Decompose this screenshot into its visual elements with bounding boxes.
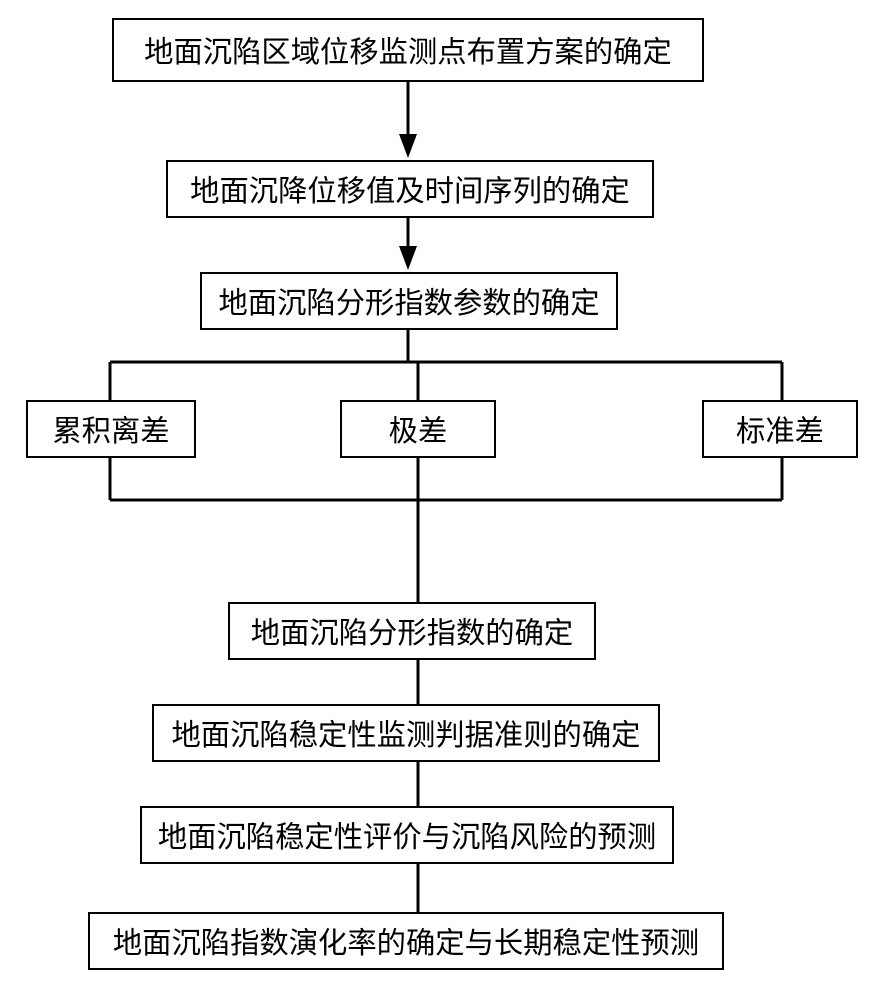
flow-node-4: 累积离差 — [26, 400, 196, 458]
flow-node-6: 标准差 — [702, 400, 858, 458]
flow-node-2-label: 地面沉降位移值及时间序列的确定 — [190, 168, 630, 210]
flow-node-3: 地面沉陷分形指数参数的确定 — [200, 272, 618, 330]
flow-node-8-label: 地面沉陷稳定性监测判据准则的确定 — [171, 712, 640, 754]
flow-node-2: 地面沉降位移值及时间序列的确定 — [166, 160, 654, 218]
flow-node-7-label: 地面沉陷分形指数的确定 — [251, 610, 573, 652]
flow-node-5-label: 极差 — [389, 408, 448, 450]
flow-node-10: 地面沉陷指数演化率的确定与长期稳定性预测 — [88, 912, 724, 970]
flow-node-4-label: 累积离差 — [52, 408, 169, 450]
flow-node-9-label: 地面沉陷稳定性评价与沉陷风险的预测 — [158, 814, 656, 856]
flow-node-7: 地面沉陷分形指数的确定 — [228, 602, 596, 660]
flow-node-6-label: 标准差 — [736, 408, 824, 450]
flow-node-9: 地面沉陷稳定性评价与沉陷风险的预测 — [140, 806, 674, 864]
flow-node-1-label: 地面沉陷区域位移监测点布置方案的确定 — [144, 29, 672, 71]
flow-node-3-label: 地面沉陷分形指数参数的确定 — [218, 280, 599, 322]
flow-node-10-label: 地面沉陷指数演化率的确定与长期稳定性预测 — [113, 920, 699, 962]
flow-node-1: 地面沉陷区域位移监测点布置方案的确定 — [112, 18, 704, 82]
flow-node-8: 地面沉陷稳定性监测判据准则的确定 — [152, 704, 660, 762]
flow-node-5: 极差 — [340, 400, 496, 458]
